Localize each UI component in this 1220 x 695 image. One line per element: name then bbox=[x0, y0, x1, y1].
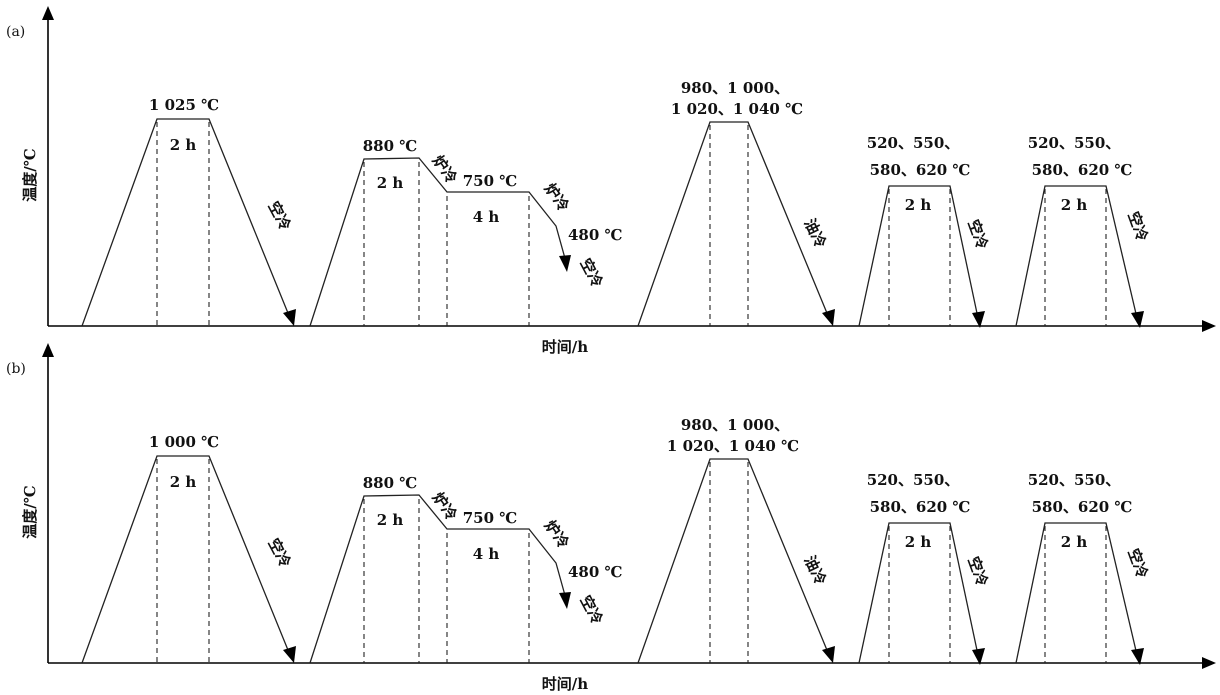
stage-5-curve bbox=[1015, 522, 1138, 664]
stage-1-arrow bbox=[283, 646, 296, 663]
panel-a: (a) 温度/℃ 时间/h 1 025 ℃ 2 h 空冷 880 ℃ 2 h bbox=[6, 6, 1216, 356]
panel-label: (b) bbox=[6, 361, 26, 377]
y-axis-arrow bbox=[42, 6, 54, 20]
x-axis-label: 时间/h bbox=[542, 675, 588, 693]
stage-5-temp-line-2: 580、620 ℃ bbox=[1032, 498, 1133, 516]
stage-3-temp-line-2: 1 020、1 040 ℃ bbox=[671, 100, 803, 118]
stage-1-temp: 1 000 ℃ bbox=[149, 433, 219, 451]
stage-3-quench: 980、1 000、 1 020、1 040 ℃ 油冷 bbox=[637, 416, 835, 664]
stage-4-temper: 520、550、 580、620 ℃ 2 h 空冷 bbox=[858, 471, 991, 665]
stage-5-temp-line-2: 580、620 ℃ bbox=[1032, 161, 1133, 179]
stage-2-curve bbox=[309, 157, 567, 327]
stage-3-cooling: 油冷 bbox=[800, 553, 829, 588]
stage-1-cooling: 空冷 bbox=[264, 535, 294, 570]
stage-2-annealing: 880 ℃ 2 h 炉冷 750 ℃ 4 h 炉冷 480 ℃ 空冷 bbox=[309, 137, 623, 327]
stage-3-quench: 980、1 000、 1 020、1 040 ℃ 油冷 bbox=[637, 79, 835, 327]
stage-3-temp-line-1: 980、1 000、 bbox=[681, 416, 789, 434]
stage-5-temp-line-1: 520、550、 bbox=[1028, 471, 1121, 489]
stage-5-hold: 2 h bbox=[1061, 196, 1088, 214]
stage-4-arrow bbox=[972, 648, 985, 665]
stage-3-arrow bbox=[822, 309, 835, 326]
stage-1-austenitize: 1 025 ℃ 2 h 空冷 bbox=[81, 96, 296, 327]
stage-4-temp-line-2: 580、620 ℃ bbox=[870, 161, 971, 179]
stage-1-curve bbox=[81, 455, 291, 664]
y-axis-label: 温度/℃ bbox=[21, 485, 39, 538]
stage-3-cooling: 油冷 bbox=[800, 216, 829, 251]
stage-5-cooling: 空冷 bbox=[1124, 209, 1151, 243]
stage-1-temp: 1 025 ℃ bbox=[149, 96, 219, 114]
stage-5-temper: 520、550、 580、620 ℃ 2 h 空冷 bbox=[1015, 134, 1151, 328]
stage-4-cooling: 空冷 bbox=[964, 217, 991, 251]
stage-2-temp-1: 880 ℃ bbox=[363, 137, 418, 155]
stage-4-temper: 520、550、 580、620 ℃ 2 h 空冷 bbox=[858, 134, 991, 328]
stage-1-arrow bbox=[283, 309, 296, 326]
stage-1-hold: 2 h bbox=[170, 473, 197, 491]
stage-5-curve bbox=[1015, 185, 1138, 327]
y-axis-arrow bbox=[42, 343, 54, 357]
panel-b: (b) 温度/℃ 时间/h 1 000 ℃ 2 h 空冷 880 ℃ 2 h 炉… bbox=[6, 343, 1216, 693]
stage-1-cooling: 空冷 bbox=[264, 198, 294, 233]
stage-2-hold-2: 4 h bbox=[473, 545, 500, 563]
stage-2-cooling-3: 空冷 bbox=[576, 592, 606, 627]
stage-2-cooling-3: 空冷 bbox=[576, 255, 606, 290]
x-axis-arrow bbox=[1202, 657, 1216, 669]
stage-3-curve bbox=[637, 121, 830, 327]
stage-5-hold: 2 h bbox=[1061, 533, 1088, 551]
stage-2-temp-3: 480 ℃ bbox=[568, 226, 623, 244]
stage-1-hold: 2 h bbox=[170, 136, 197, 154]
stage-5-cooling: 空冷 bbox=[1124, 546, 1151, 580]
stage-2-cooling-1: 炉冷 bbox=[429, 489, 461, 524]
stage-3-temp-line-1: 980、1 000、 bbox=[681, 79, 789, 97]
stage-4-curve bbox=[858, 522, 979, 664]
y-axis-label: 温度/℃ bbox=[21, 148, 39, 201]
stage-2-arrow bbox=[559, 255, 571, 272]
stage-4-hold: 2 h bbox=[905, 196, 932, 214]
stage-2-hold-2: 4 h bbox=[473, 208, 500, 226]
stage-2-arrow bbox=[559, 592, 571, 609]
panel-label: (a) bbox=[6, 24, 25, 40]
stage-3-arrow bbox=[822, 646, 835, 663]
stage-4-temp-line-1: 520、550、 bbox=[867, 471, 960, 489]
stage-2-hold-1: 2 h bbox=[377, 511, 404, 529]
stage-4-temp-line-2: 580、620 ℃ bbox=[870, 498, 971, 516]
stage-4-cooling: 空冷 bbox=[964, 554, 991, 588]
stage-2-cooling-1: 炉冷 bbox=[429, 152, 461, 187]
stage-2-temp-2: 750 ℃ bbox=[463, 172, 518, 190]
stage-4-temp-line-1: 520、550、 bbox=[867, 134, 960, 152]
x-axis-arrow bbox=[1202, 320, 1216, 332]
stage-2-temp-1: 880 ℃ bbox=[363, 474, 418, 492]
stage-3-curve bbox=[637, 458, 830, 664]
stage-4-curve bbox=[858, 185, 979, 327]
stage-5-temper: 520、550、 580、620 ℃ 2 h 空冷 bbox=[1015, 471, 1151, 665]
stage-2-cooling-2: 炉冷 bbox=[541, 517, 573, 552]
stage-2-annealing: 880 ℃ 2 h 炉冷 750 ℃ 4 h 炉冷 480 ℃ 空冷 bbox=[309, 474, 623, 664]
stage-2-curve bbox=[309, 494, 567, 664]
stage-2-hold-1: 2 h bbox=[377, 174, 404, 192]
stage-5-arrow bbox=[1131, 648, 1144, 665]
stage-5-arrow bbox=[1131, 311, 1144, 328]
stage-4-arrow bbox=[972, 311, 985, 328]
stage-3-temp-line-2: 1 020、1 040 ℃ bbox=[667, 437, 799, 455]
stage-2-temp-3: 480 ℃ bbox=[568, 563, 623, 581]
stage-4-hold: 2 h bbox=[905, 533, 932, 551]
stage-1-curve bbox=[81, 118, 291, 327]
x-axis-label: 时间/h bbox=[542, 338, 588, 356]
stage-1-austenitize: 1 000 ℃ 2 h 空冷 bbox=[81, 433, 296, 664]
stage-2-temp-2: 750 ℃ bbox=[463, 509, 518, 527]
stage-2-cooling-2: 炉冷 bbox=[541, 180, 573, 215]
stage-5-temp-line-1: 520、550、 bbox=[1028, 134, 1121, 152]
